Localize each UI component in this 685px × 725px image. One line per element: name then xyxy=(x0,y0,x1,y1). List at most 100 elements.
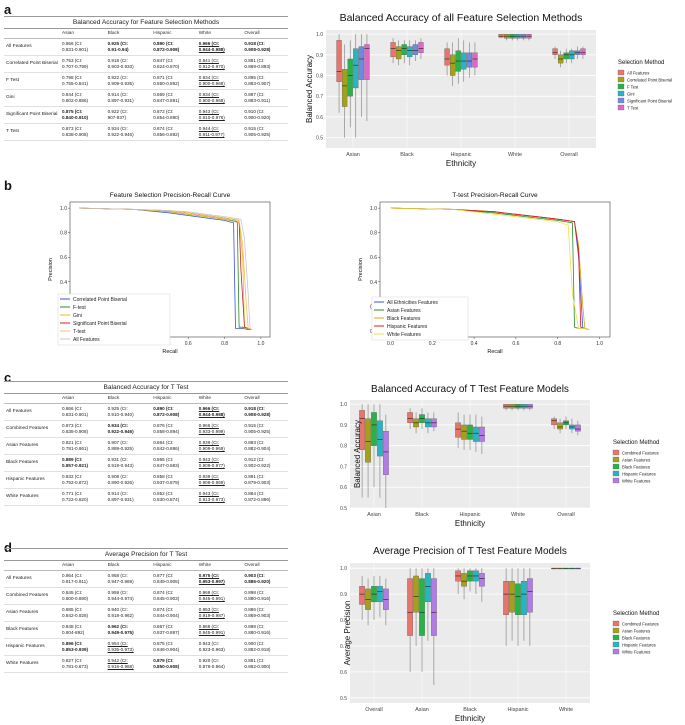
cell-value: 0.891 (CI: xyxy=(244,474,265,479)
cell-value: 0.922 (CI: xyxy=(107,75,128,80)
table-cell: 0.832 (CI: 0.792-0.872) xyxy=(60,471,106,489)
cell-ci: 0.842-0.886) xyxy=(153,446,180,451)
cell-ci: 0.916-0.968) xyxy=(107,664,134,669)
table-title: Average Precision for T Test xyxy=(4,548,288,561)
y-tick-label: 0.4 xyxy=(370,280,377,286)
table-cell: 0.886 (CI: 0.869-0.903) xyxy=(242,604,288,622)
row-label: Hispanic Features xyxy=(4,471,60,489)
table-row: Gini 0.844 (CI: 0.802-0.886) 0.914 (CI: 0.89… xyxy=(4,89,288,107)
legend-swatch xyxy=(612,634,620,641)
cell-value: 0.954 (CI: xyxy=(107,641,128,646)
legend-label: T Test xyxy=(627,106,639,111)
legend-swatch xyxy=(612,449,620,456)
cell-value: 0.910 (CI: xyxy=(244,109,265,114)
cell-value: 0.890 (CI: xyxy=(153,41,174,46)
cell-ci: 0.902-0.922) xyxy=(244,463,271,468)
box-chart-ttest-models: Balanced Accuracy of T Test Feature Mode… xyxy=(340,384,659,528)
box-combined xyxy=(455,422,461,438)
row-label: Black Features xyxy=(4,454,60,472)
row-label: Gini xyxy=(4,89,60,107)
column-header: Asian xyxy=(60,561,106,571)
table-cell: 0.934 (CI: 0.900-0.968) xyxy=(196,72,243,90)
cell-ci: 0.846-0.904) xyxy=(153,647,180,652)
cell-value: 0.918 (CI: xyxy=(107,58,128,63)
table-cell: 0.958 (CI: 0.947-0.969) xyxy=(105,570,152,588)
column-header: Hispanic xyxy=(151,29,197,39)
box-chart-avg-precision: Average Precision of T Test Feature Mode… xyxy=(340,546,659,723)
row-label: Black Features xyxy=(4,621,60,639)
x-tick-label: 0.4 xyxy=(471,341,478,347)
pr-curve-white-features xyxy=(390,207,590,330)
cell-value: 0.865 (CI: xyxy=(153,457,174,462)
box-allfeat xyxy=(444,48,450,66)
table-row: Hispanic Features 0.896 (CI: 0.853-0.939) 0… xyxy=(4,638,288,656)
cell-value: 0.915 (CI: xyxy=(244,423,265,428)
legend-label: Black Features xyxy=(387,316,421,322)
y-tick-label: 1.0 xyxy=(316,32,323,38)
cell-ci: 0.944-0.974) xyxy=(107,596,134,601)
cell-ci: 0.847-0.883) xyxy=(153,463,180,468)
table-cell: 0.890 (CI: 0.872-0.908) xyxy=(151,38,197,56)
pr-curve-gini xyxy=(79,207,252,330)
cell-ci: 0.900-0.968) xyxy=(198,98,225,103)
cell-value: 0.900 (CI: xyxy=(244,641,265,646)
table-cell: 0.867 (CI: 0.837-0.897) xyxy=(151,621,197,639)
box-hispanic xyxy=(377,586,383,603)
table-cell: 0.914 (CI: 0.897-0.931) xyxy=(105,89,152,107)
column-header: Overall xyxy=(242,561,288,571)
cell-value: 0.884 (CI: xyxy=(244,491,265,496)
cell-ci: 0.910-0.976) xyxy=(198,115,225,120)
y-tick-label: 0.5 xyxy=(340,506,347,512)
cell-value: 0.907 (CI: xyxy=(107,440,128,445)
legend-title: Selection Method xyxy=(618,60,664,66)
cell-value: 0.925 (CI: xyxy=(107,41,129,46)
y-tick-label: 0.6 xyxy=(316,115,323,121)
cell-ci: 0.850-0.892) xyxy=(153,81,180,86)
chart-title: Average Precision of T Test Feature Mode… xyxy=(373,546,567,557)
legend-swatch xyxy=(612,620,620,627)
table-cell: 0.798 (CI: 0.755-0.841) xyxy=(60,72,106,90)
y-tick-label: 0.7 xyxy=(340,464,347,470)
box-ftest xyxy=(401,44,407,55)
balanced-accuracy-ttest-table: Balanced Accuracy for T Test Asian Black Hi… xyxy=(4,381,288,506)
cell-value: 0.895 (CI: xyxy=(244,75,265,80)
y-tick-label: 0.9 xyxy=(340,423,347,429)
table-row: Black Features 0.889 (CI: 0.857-0.921) 0.93… xyxy=(4,454,288,472)
table-cell: 0.898 (CI: 0.880-0.916) xyxy=(242,621,288,639)
cell-ci: 0.937-0.879) xyxy=(153,480,180,485)
column-header: Asian xyxy=(60,29,106,39)
table-row: Correlated Point Biserial 0.753 (CI: 0.707… xyxy=(4,55,288,73)
cell-value: 0.918 (CI: xyxy=(244,406,265,411)
cell-value: 0.966 (CI: xyxy=(198,41,220,46)
y-axis-label: Precision xyxy=(48,258,54,281)
box-asian xyxy=(509,580,515,613)
x-tick-label: Black xyxy=(463,707,477,713)
cell-value: 0.869 (CI: xyxy=(153,92,174,97)
y-tick-label: 1.0 xyxy=(370,206,377,212)
table-cell: 0.900 (CI: 0.882-0.918) xyxy=(242,638,288,656)
cell-value: 0.848 (CI: xyxy=(62,624,83,629)
table-cell: 0.918 (CI: 0.903-0.933) xyxy=(105,55,152,73)
table-cell: 0.898 (CI: 0.880-0.916) xyxy=(242,587,288,605)
box-corr xyxy=(341,69,348,107)
cell-ci: 0.869-0.903) xyxy=(244,613,271,618)
legend-label: Significant Point Biserial xyxy=(73,321,127,327)
table-cell: 0.890 (CI: 0.872-0.908) xyxy=(151,403,197,421)
table-header-row: Asian Black Hispanic White Overall xyxy=(4,561,288,571)
cell-value: 0.871 (CI: xyxy=(153,75,174,80)
x-tick-label: 0.6 xyxy=(185,341,192,347)
cell-ci: 0.922-0.946) xyxy=(107,132,134,137)
table-cell: 0.874 (CI: 0.856-0.892) xyxy=(151,123,197,141)
cell-ci: 0.909-0.935) xyxy=(107,81,134,86)
y-tick-label: 0.4 xyxy=(60,280,67,286)
cell-value: 0.943 (CI: xyxy=(198,641,219,646)
row-label: All Features xyxy=(4,38,60,56)
legend-label: Combined Features xyxy=(622,451,659,456)
cell-value: 0.931 (CI: xyxy=(107,457,128,462)
table-cell: 0.897 (CI: 0.883-0.911) xyxy=(242,89,288,107)
legend-label: White Features xyxy=(387,332,421,338)
cell-value: 0.881 (CI: xyxy=(244,58,265,63)
column-header: White xyxy=(196,29,243,39)
table-cell: 0.874 (CI: 0.844-0.904) xyxy=(151,604,197,622)
cell-value: 0.890 (CI: xyxy=(153,406,174,411)
